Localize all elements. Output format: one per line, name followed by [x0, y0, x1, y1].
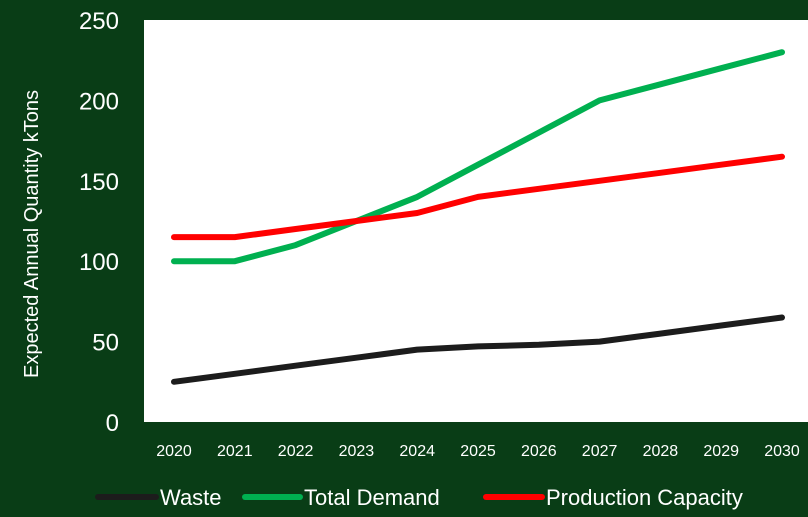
series-line-waste [171, 314, 785, 385]
x-tick-label: 2030 [764, 443, 800, 460]
series-line-production-capacity [171, 153, 785, 241]
x-tick-label: 2028 [643, 443, 679, 460]
series-line-total-demand [171, 49, 785, 265]
legend-label: Waste [160, 485, 222, 510]
x-tick-label: 2021 [217, 443, 253, 460]
legend-label: Total Demand [304, 485, 440, 510]
y-axis-label: Expected Annual Quantity kTons [21, 90, 43, 378]
legend-label: Production Capacity [546, 485, 743, 510]
x-tick-label: 2029 [703, 443, 739, 460]
y-tick-label: 250 [79, 8, 119, 35]
x-tick-label: 2027 [582, 443, 618, 460]
y-tick-label: 0 [106, 410, 119, 437]
plot-area [144, 20, 808, 422]
y-tick-label: 100 [79, 249, 119, 276]
y-axis-ticks: 0 50 100 150 200 250 [79, 8, 119, 437]
x-tick-label: 2022 [278, 443, 314, 460]
x-tick-label: 2023 [339, 443, 375, 460]
x-tick-label: 2026 [521, 443, 557, 460]
series-lines [171, 49, 785, 385]
x-tick-label: 2024 [399, 443, 435, 460]
y-tick-label: 50 [92, 330, 119, 357]
legend: Waste Total Demand Production Capacity [95, 485, 743, 510]
x-tick-label: 2025 [460, 443, 496, 460]
x-axis-ticks: 2020 2021 2022 2023 2024 2025 2026 2027 2028 2029… [156, 443, 800, 460]
x-tick-label: 2020 [156, 443, 192, 460]
y-tick-label: 200 [79, 88, 119, 115]
y-tick-label: 150 [79, 169, 119, 196]
